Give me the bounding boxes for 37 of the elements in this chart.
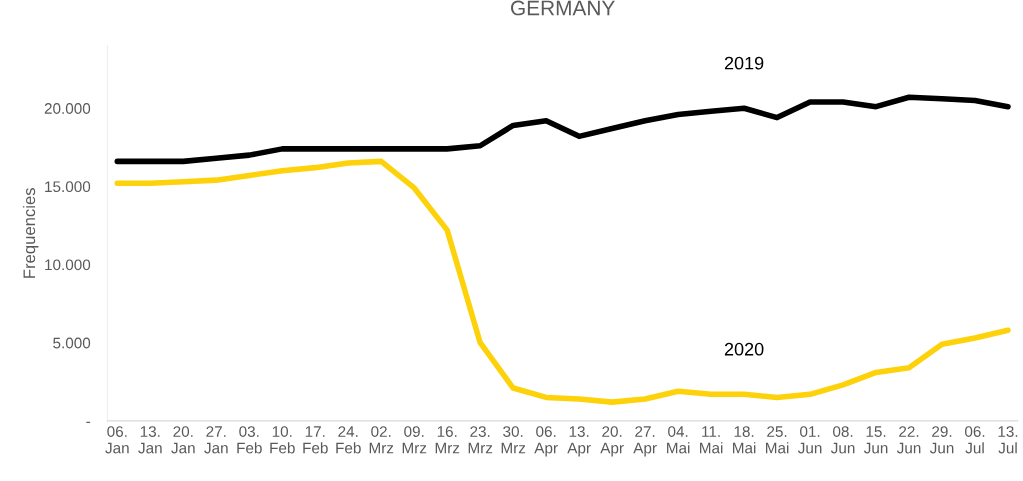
x-tick-label: 04. Mai <box>667 426 690 454</box>
x-tick-label: 01. Jun <box>797 426 822 454</box>
x-tick-label: 15. Jun <box>863 426 888 454</box>
x-tick-label: 09. Mrz <box>402 426 427 454</box>
x-tick-label: 17. Feb <box>303 426 328 454</box>
x-tick-label: 24. Feb <box>336 426 361 454</box>
text: 2019 <box>724 56 764 70</box>
x-tick-label: 27. Apr <box>633 426 657 457</box>
y-tick-label: 15.000 <box>45 181 91 193</box>
x-tick-label: 02. Mrz <box>369 426 394 454</box>
x-tick-label: 06. Jul <box>964 426 985 454</box>
text: 2020 <box>724 342 764 356</box>
y-tick-label: 5.000 <box>53 337 91 349</box>
y-tick-label: 10.000 <box>45 259 91 271</box>
x-tick-label: 30. Mrz <box>501 426 526 454</box>
x-tick-label: 22. Jun <box>896 426 921 454</box>
x-tick-label: 23. Mrz <box>468 426 493 454</box>
x-tick-label: 13. Jul <box>998 426 1018 454</box>
x-tick-label: 03. Feb <box>237 426 262 454</box>
y-tick-label: 20.000 <box>44 103 91 114</box>
x-tick-label: 18. Mai <box>733 426 756 454</box>
x-tick-label: 06. Apr <box>534 426 558 457</box>
x-tick-label: 13. Jan <box>138 426 162 454</box>
x-tick-label: 11. Mai <box>700 426 723 454</box>
x-tick-label: 27. Jan <box>204 426 228 454</box>
y-tick-label: - <box>86 421 91 423</box>
x-tick-label: 29. Jun <box>929 426 954 454</box>
x-tick-label: 08. Jun <box>830 426 855 454</box>
x-tick-label: 20. Jan <box>171 426 195 454</box>
x-tick-label: 16. Mrz <box>435 426 460 454</box>
y-axis-title: Frequencies <box>22 188 39 278</box>
x-tick-label: 25. Mai <box>766 426 789 454</box>
x-tick-label: 13. Apr <box>567 426 591 457</box>
x-tick-label: 20. Apr <box>600 426 624 457</box>
x-tick-label: 06. Jan <box>105 426 129 454</box>
chart-title: GERMANY <box>511 0 615 16</box>
x-tick-label: 10. Feb <box>270 426 295 454</box>
